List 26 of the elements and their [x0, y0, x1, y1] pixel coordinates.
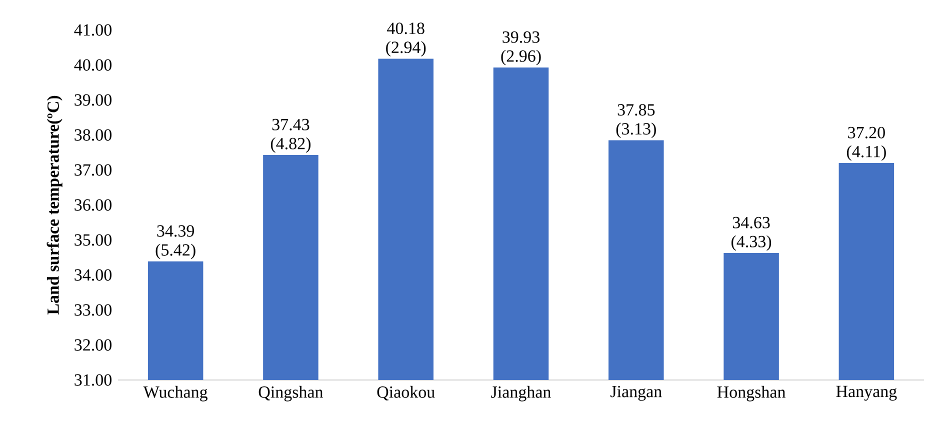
data-label: 37.85 (3.13) — [616, 104, 656, 138]
y-tick-label: 36.00 — [74, 199, 112, 211]
y-tick-label: 37.00 — [74, 164, 112, 176]
y-tick-label: 32.00 — [74, 339, 112, 351]
y-tick-label: 38.00 — [74, 129, 112, 141]
y-tick-label: 39.00 — [74, 94, 112, 106]
data-label: 37.20 (4.11) — [846, 126, 886, 161]
data-label: 34.39 (5.42) — [156, 225, 196, 260]
y-tick-label: 31.00 — [74, 374, 112, 386]
x-tick-label: Jianghan — [491, 386, 551, 402]
data-label: 40.18 (2.94) — [386, 22, 426, 56]
x-tick-label: Hanyang — [836, 386, 897, 401]
y-tick-label: 33.00 — [74, 304, 112, 316]
x-tick-label: Hongshan — [717, 386, 786, 402]
y-tick-label: 34.00 — [74, 269, 112, 281]
y-tick-label: 35.00 — [74, 234, 112, 246]
data-label: 34.63 (4.33) — [732, 216, 772, 251]
x-tick-label: Qiaokou — [377, 386, 435, 400]
x-tick-label: Wuchang — [143, 386, 208, 402]
y-tick-label: 41.00 — [74, 24, 112, 36]
x-tick-label: Jiangan — [610, 386, 662, 401]
y-tick-label: 40.00 — [74, 59, 112, 71]
data-label: 39.93 (2.96) — [501, 31, 541, 66]
y-axis-title: Land surface temperature(ºC) — [46, 96, 62, 315]
x-tick-label: Qingshan — [258, 386, 324, 402]
data-label: 37.43 (4.82) — [270, 118, 311, 153]
